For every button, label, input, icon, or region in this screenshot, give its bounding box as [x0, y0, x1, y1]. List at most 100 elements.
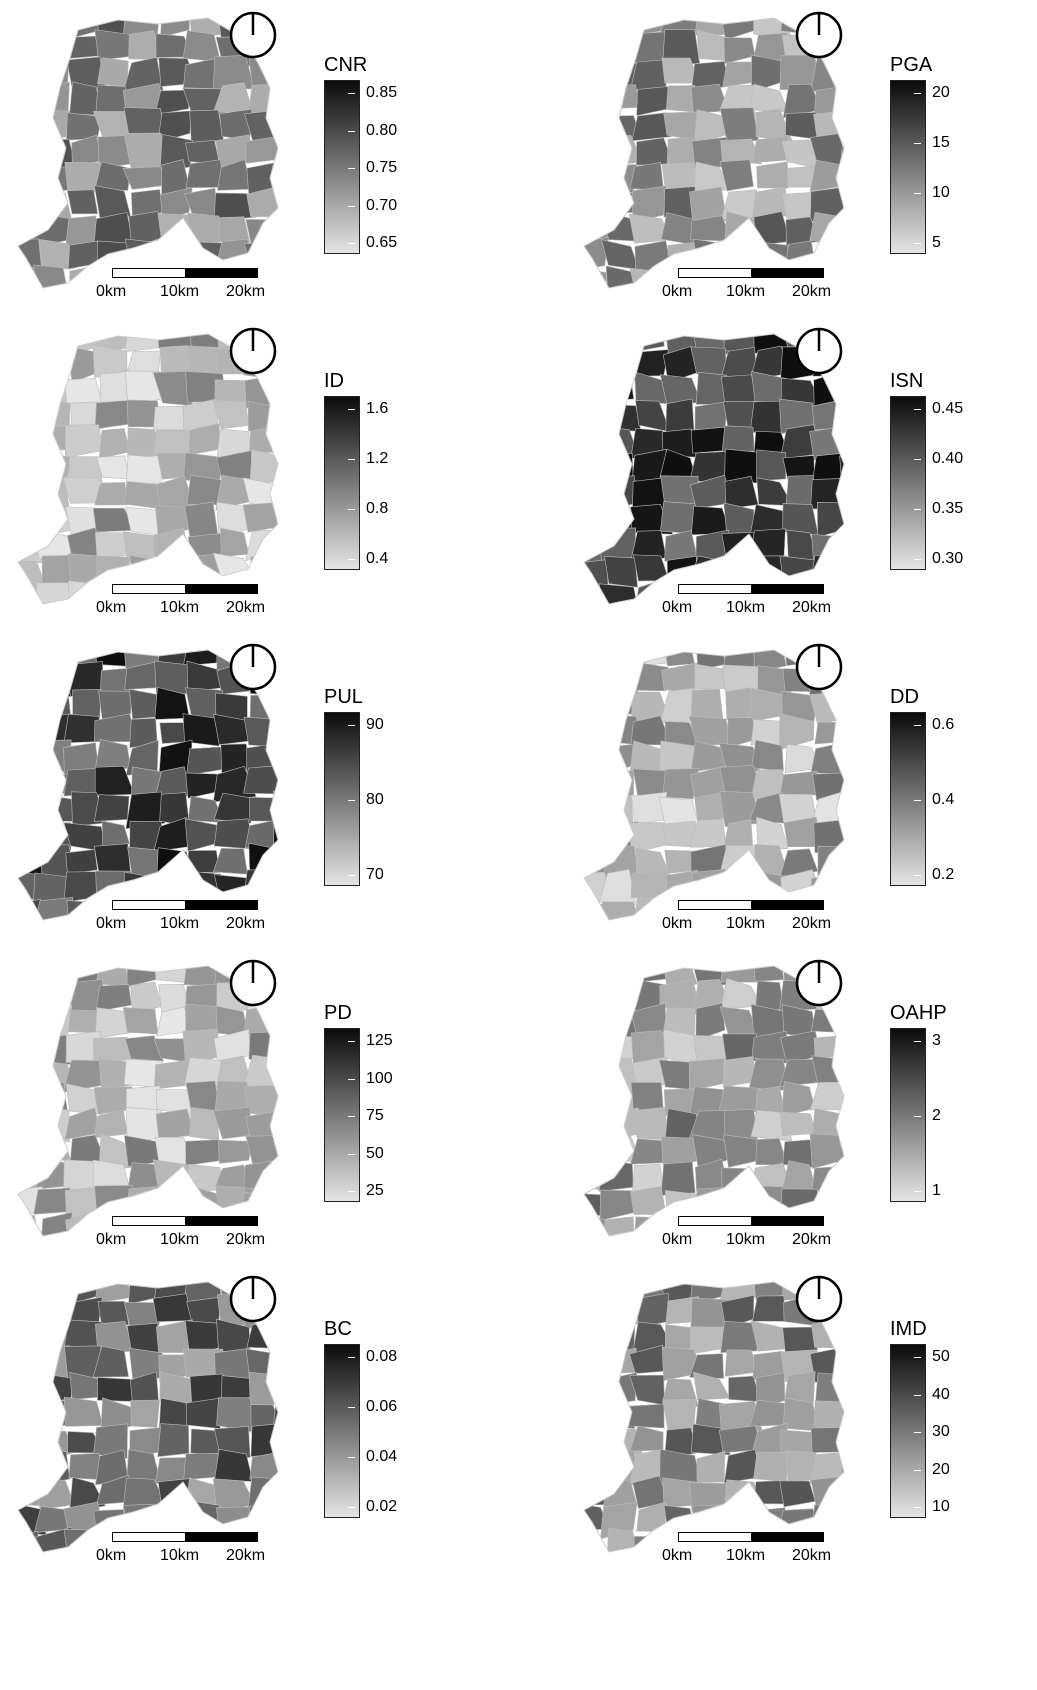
district-region	[130, 1399, 160, 1428]
legend-color-bar	[324, 396, 360, 570]
district-region	[34, 345, 69, 382]
district-region	[810, 742, 844, 776]
district-region	[689, 1353, 725, 1379]
district-region	[122, 1007, 159, 1035]
district-region	[243, 1159, 278, 1193]
scale-bar-black-segment	[185, 269, 257, 277]
scale-bar-white-segment	[113, 1217, 185, 1225]
district-region	[691, 868, 734, 904]
district-region	[275, 687, 278, 720]
district-region	[97, 57, 129, 88]
scale-bar	[112, 900, 258, 910]
map-panel-pul: PUL 90 80 70 0km 10km 20km	[0, 632, 500, 962]
district-region	[213, 792, 252, 824]
district-region	[35, 582, 74, 604]
district-region	[584, 456, 606, 480]
district-region	[122, 57, 164, 94]
scale-bar-label: 10km	[160, 915, 200, 932]
district-region	[809, 1133, 844, 1169]
district-region	[841, 1300, 844, 1325]
legend-tick-label: 80	[348, 791, 384, 808]
district-region	[599, 30, 638, 61]
region-outline	[583, 1281, 845, 1553]
district-region	[278, 922, 298, 930]
district-region	[249, 426, 278, 453]
district-region	[839, 587, 844, 604]
scale-bar-label: 10km	[726, 915, 766, 932]
legend-tick-label: 0.30	[913, 550, 964, 567]
north-arrow-icon	[795, 11, 843, 59]
district-region	[18, 107, 43, 143]
legend-tick-label: 70	[348, 866, 384, 883]
district-region	[755, 1138, 788, 1166]
district-region	[584, 1029, 609, 1065]
district-region	[67, 456, 103, 483]
district-region	[248, 1371, 278, 1409]
district-region	[693, 238, 727, 271]
district-region	[274, 1282, 278, 1304]
district-region	[809, 690, 844, 726]
north-arrow-icon	[795, 959, 843, 1007]
district-region	[18, 345, 46, 381]
district-region	[272, 1028, 278, 1063]
district-region	[810, 54, 844, 93]
district-region	[839, 1319, 844, 1351]
district-region	[36, 1237, 75, 1246]
district-region	[124, 238, 159, 267]
district-region	[838, 532, 844, 561]
district-region	[809, 872, 844, 903]
scale-bar-label: 0km	[662, 283, 693, 300]
scale-bar-black-segment	[185, 1533, 257, 1541]
district-region	[584, 56, 611, 88]
district-region	[845, 608, 864, 614]
district-region	[246, 1322, 278, 1349]
district-region	[124, 334, 162, 353]
district-region	[277, 401, 278, 431]
scale-bar-white-segment	[113, 901, 185, 909]
district-region	[8, 924, 45, 930]
district-region	[8, 290, 40, 298]
district-region	[250, 1423, 278, 1457]
district-region	[94, 29, 132, 61]
district-region	[584, 1282, 605, 1302]
district-region	[18, 1030, 39, 1066]
district-region	[723, 239, 760, 270]
legend-title: PD	[324, 1002, 352, 1024]
district-region	[186, 746, 226, 776]
district-region	[155, 1504, 193, 1536]
district-region	[584, 334, 607, 349]
district-region	[94, 161, 132, 191]
scale-bar-label: 10km	[160, 1547, 200, 1564]
district-region	[584, 738, 609, 775]
scale-bar-black-segment	[751, 585, 823, 593]
scale-bar-label: 10km	[726, 283, 766, 300]
district-region	[584, 978, 607, 1014]
district-region	[725, 553, 764, 588]
district-region	[753, 211, 791, 247]
district-region	[274, 451, 278, 482]
district-region	[599, 1216, 636, 1236]
district-region	[275, 113, 278, 140]
district-region	[279, 956, 298, 982]
district-region	[64, 1557, 101, 1562]
legend-tick-label: 2	[914, 1107, 941, 1124]
district-region	[584, 399, 605, 426]
legend-tick-label: 10	[914, 184, 950, 201]
district-region	[18, 1010, 45, 1041]
district-region	[847, 431, 864, 456]
district-region	[18, 428, 43, 458]
district-region	[125, 292, 159, 298]
district-region	[282, 1556, 298, 1562]
district-region	[691, 1504, 730, 1535]
district-region	[839, 455, 844, 485]
legend-title: ID	[324, 370, 344, 392]
legend-tick-label: 0.45	[913, 400, 964, 417]
map-panel-isn: ISN 0.45 0.40 0.35 0.30 0km 10km 20km	[566, 316, 1037, 646]
district-region	[245, 219, 278, 248]
district-region	[753, 1451, 788, 1483]
district-region	[689, 611, 724, 614]
scale-bar	[678, 1216, 824, 1226]
district-region	[778, 712, 815, 751]
district-region	[18, 1214, 41, 1236]
district-region	[598, 1322, 636, 1354]
